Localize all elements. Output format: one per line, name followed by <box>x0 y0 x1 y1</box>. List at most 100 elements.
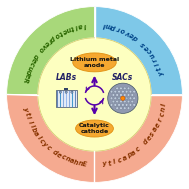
Bar <box>64 88 68 90</box>
Text: l: l <box>26 120 33 124</box>
Text: a: a <box>121 154 128 162</box>
Text: o: o <box>53 31 60 39</box>
Text: u: u <box>26 64 33 71</box>
Circle shape <box>116 94 119 96</box>
Circle shape <box>59 91 61 93</box>
Circle shape <box>133 97 136 100</box>
Text: t: t <box>70 24 75 31</box>
Text: e: e <box>154 121 162 128</box>
Text: v: v <box>124 29 131 36</box>
Text: t: t <box>107 160 112 167</box>
Text: r: r <box>152 56 159 62</box>
Circle shape <box>123 100 126 103</box>
Circle shape <box>118 97 120 100</box>
Text: i: i <box>155 61 161 66</box>
Text: v: v <box>40 42 47 50</box>
Text: s: s <box>140 40 147 47</box>
Text: y: y <box>22 106 29 112</box>
Text: i: i <box>28 124 35 129</box>
Text: s: s <box>149 131 156 137</box>
Circle shape <box>112 100 115 103</box>
Text: t: t <box>23 111 30 116</box>
Wedge shape <box>7 7 94 94</box>
Text: r: r <box>46 37 53 43</box>
Text: p: p <box>126 152 133 159</box>
Circle shape <box>122 104 124 106</box>
Circle shape <box>116 107 119 110</box>
Ellipse shape <box>76 120 113 137</box>
Text: c: c <box>38 138 45 145</box>
Circle shape <box>110 97 113 100</box>
Wedge shape <box>94 7 182 94</box>
Text: a: a <box>152 126 159 133</box>
Text: y: y <box>158 70 165 76</box>
Text: LABs: LABs <box>56 73 77 82</box>
Circle shape <box>129 97 132 100</box>
Circle shape <box>110 90 113 93</box>
Text: a: a <box>130 149 138 156</box>
Circle shape <box>71 91 73 93</box>
Text: e: e <box>56 152 63 159</box>
Text: e: e <box>128 31 135 39</box>
Text: y: y <box>41 141 49 148</box>
Circle shape <box>129 90 132 93</box>
Text: e: e <box>23 73 30 79</box>
Text: c: c <box>146 48 153 55</box>
Text: a: a <box>78 22 83 29</box>
Circle shape <box>129 104 132 106</box>
Circle shape <box>116 100 119 103</box>
Circle shape <box>123 107 126 110</box>
Text: l: l <box>36 135 42 140</box>
Circle shape <box>133 90 136 93</box>
Circle shape <box>38 38 151 151</box>
Text: e: e <box>61 27 67 35</box>
Wedge shape <box>7 94 94 182</box>
Wedge shape <box>94 94 182 182</box>
Text: e: e <box>43 39 50 47</box>
Text: c: c <box>159 112 165 117</box>
Text: l: l <box>83 22 86 28</box>
Text: e: e <box>29 56 37 63</box>
Text: a: a <box>33 130 40 138</box>
Text: p: p <box>50 34 57 41</box>
Text: I: I <box>103 22 106 28</box>
Circle shape <box>133 104 136 106</box>
Text: c: c <box>28 61 35 67</box>
Text: p: p <box>111 23 117 30</box>
Text: Catalytic
cathode: Catalytic cathode <box>79 123 110 134</box>
Text: R: R <box>22 77 29 83</box>
Circle shape <box>120 87 122 90</box>
Text: u: u <box>149 51 157 59</box>
Circle shape <box>127 94 130 96</box>
Text: h: h <box>73 159 79 166</box>
Circle shape <box>123 87 126 90</box>
Circle shape <box>114 97 117 100</box>
Circle shape <box>116 87 119 90</box>
Circle shape <box>118 104 120 106</box>
Text: d: d <box>132 34 139 41</box>
Text: e: e <box>146 135 153 142</box>
Circle shape <box>114 90 117 93</box>
Circle shape <box>122 90 124 93</box>
FancyBboxPatch shape <box>56 90 77 107</box>
Circle shape <box>121 96 125 100</box>
Text: i: i <box>25 116 31 120</box>
Text: d: d <box>24 68 32 75</box>
Text: n: n <box>77 160 83 167</box>
Circle shape <box>112 94 115 96</box>
Circle shape <box>125 97 128 100</box>
Text: t: t <box>57 29 63 36</box>
Text: d: d <box>32 53 39 60</box>
Text: e: e <box>143 44 151 51</box>
Circle shape <box>131 100 134 103</box>
Text: o: o <box>120 26 126 34</box>
Circle shape <box>131 94 134 96</box>
Text: i: i <box>113 159 117 165</box>
Circle shape <box>127 87 130 90</box>
Circle shape <box>118 90 120 93</box>
Ellipse shape <box>73 53 116 72</box>
Text: I: I <box>161 103 167 106</box>
Text: y: y <box>102 161 107 167</box>
Text: n: n <box>64 156 71 163</box>
Circle shape <box>110 104 113 106</box>
